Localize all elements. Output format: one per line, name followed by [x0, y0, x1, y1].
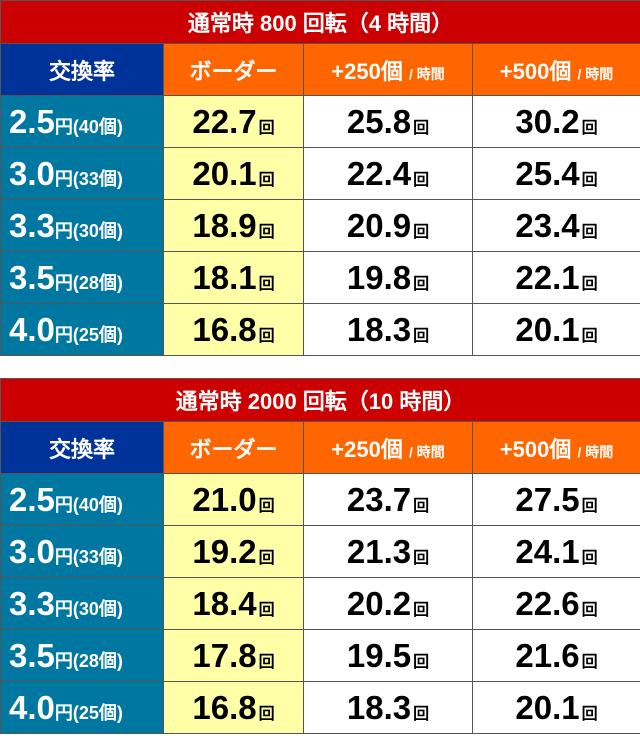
header-plus250: +250個 / 時間 — [303, 43, 473, 96]
border-cell: 16.8 回 — [163, 681, 304, 734]
header-rate: 交換率 — [0, 421, 164, 474]
plus500-cell: 20.1 回 — [472, 681, 640, 734]
border-cell: 17.8 回 — [163, 629, 304, 682]
plus500-cell: 20.1 回 — [471, 303, 640, 356]
table-title: 通常時 800 回転（4 時間） — [0, 0, 640, 44]
border-cell: 19.2 回 — [163, 525, 304, 578]
border-table: 通常時 800 回転（4 時間） 交換率 ボーダー +250個 / 時間 +50… — [0, 0, 640, 356]
plus250-cell: 20.9 回 — [303, 199, 473, 252]
plus250-cell: 21.3 回 — [303, 525, 473, 578]
table-title: 通常時 2000 回転（10 時間） — [0, 378, 640, 422]
rate-cell: 3.5円(28個) — [0, 251, 164, 304]
border-cell: 18.9 回 — [163, 199, 304, 252]
plus500-cell: 27.5 回 — [472, 473, 640, 526]
plus250-cell: 19.5 回 — [303, 629, 473, 682]
rate-cell: 3.0円(33個) — [0, 525, 164, 578]
plus500-cell: 22.1 回 — [471, 251, 640, 304]
rate-cell: 3.5円(28個) — [0, 629, 164, 682]
table-row: 4.0円(25個) 16.8 回 18.3 回 20.1 回 — [0, 681, 640, 734]
table-row: 3.3円(30個) 18.4 回 20.2 回 22.6 回 — [0, 577, 640, 630]
border-cell: 16.8 回 — [163, 303, 304, 356]
rate-cell: 4.0円(25個) — [0, 681, 164, 734]
table-row: 3.0円(33個) 19.2 回 21.3 回 24.1 回 — [0, 525, 640, 578]
header-plus500: +500個 / 時間 — [471, 43, 640, 96]
plus250-cell: 20.2 回 — [303, 577, 473, 630]
header-rate: 交換率 — [0, 43, 164, 96]
table-row: 2.5円(40個) 22.7 回 25.8 回 30.2 回 — [0, 95, 640, 148]
plus500-cell: 23.4 回 — [471, 199, 640, 252]
table-row: 3.0円(33個) 20.1 回 22.4 回 25.4 回 — [0, 147, 640, 200]
header-plus500: +500個 / 時間 — [472, 421, 640, 474]
header-row: 交換率 ボーダー +250個 / 時間 +500個 / 時間 — [0, 421, 640, 474]
plus500-cell: 22.6 回 — [472, 577, 640, 630]
header-border: ボーダー — [163, 421, 304, 474]
plus250-cell: 18.3 回 — [303, 303, 473, 356]
rate-cell: 3.3円(30個) — [0, 577, 164, 630]
border-cell: 18.1 回 — [163, 251, 304, 304]
plus500-cell: 24.1 回 — [472, 525, 640, 578]
table-row: 3.3円(30個) 18.9 回 20.9 回 23.4 回 — [0, 199, 640, 252]
plus250-cell: 22.4 回 — [303, 147, 473, 200]
header-border: ボーダー — [163, 43, 304, 96]
rate-cell: 2.5円(40個) — [0, 95, 164, 148]
plus250-cell: 19.8 回 — [303, 251, 473, 304]
border-table: 通常時 2000 回転（10 時間） 交換率 ボーダー +250個 / 時間 +… — [0, 378, 640, 734]
rate-cell: 2.5円(40個) — [0, 473, 164, 526]
rate-cell: 3.3円(30個) — [0, 199, 164, 252]
header-plus250: +250個 / 時間 — [303, 421, 473, 474]
border-cell: 18.4 回 — [163, 577, 304, 630]
table-row: 3.5円(28個) 17.8 回 19.5 回 21.6 回 — [0, 629, 640, 682]
plus500-cell: 30.2 回 — [471, 95, 640, 148]
table-row: 3.5円(28個) 18.1 回 19.8 回 22.1 回 — [0, 251, 640, 304]
border-cell: 22.7 回 — [163, 95, 304, 148]
rate-cell: 3.0円(33個) — [0, 147, 164, 200]
border-cell: 21.0 回 — [163, 473, 304, 526]
plus250-cell: 18.3 回 — [303, 681, 473, 734]
border-cell: 20.1 回 — [163, 147, 304, 200]
plus250-cell: 23.7 回 — [303, 473, 473, 526]
table-row: 4.0円(25個) 16.8 回 18.3 回 20.1 回 — [0, 303, 640, 356]
plus500-cell: 25.4 回 — [471, 147, 640, 200]
plus250-cell: 25.8 回 — [303, 95, 473, 148]
rate-cell: 4.0円(25個) — [0, 303, 164, 356]
header-row: 交換率 ボーダー +250個 / 時間 +500個 / 時間 — [0, 43, 640, 96]
plus500-cell: 21.6 回 — [472, 629, 640, 682]
table-row: 2.5円(40個) 21.0 回 23.7 回 27.5 回 — [0, 473, 640, 526]
